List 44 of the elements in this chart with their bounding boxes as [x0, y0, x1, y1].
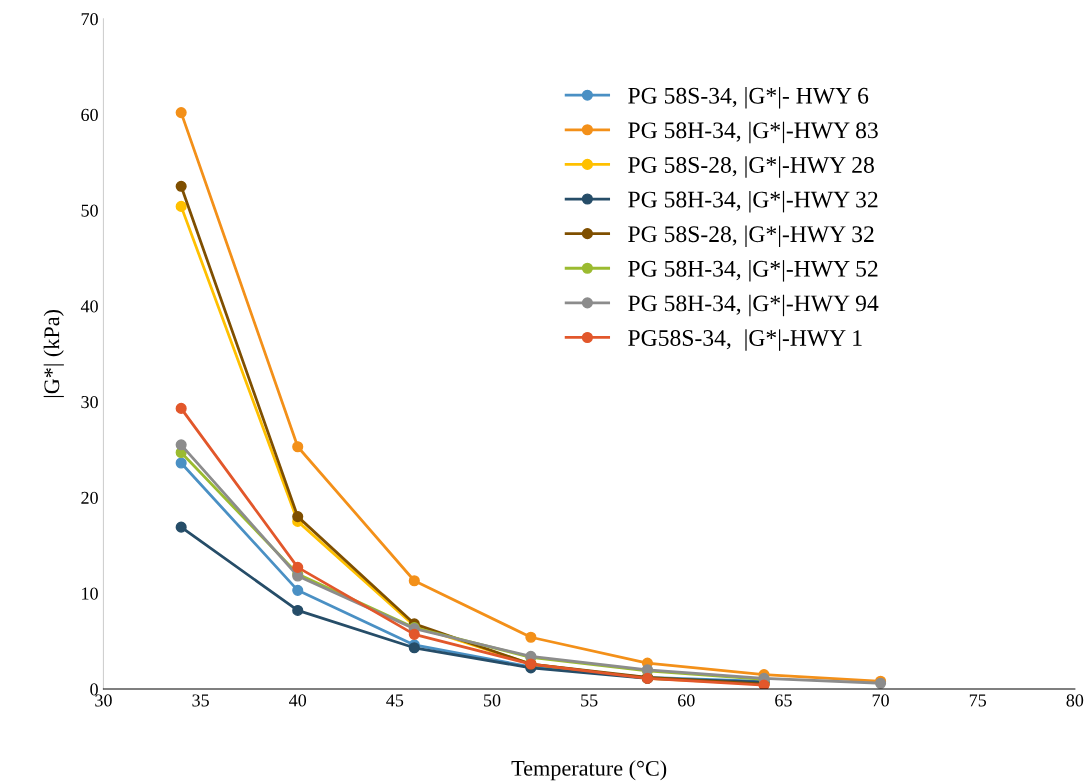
y-tick-label: 10 — [82, 587, 98, 600]
y-tick-label: 0 — [90, 683, 98, 696]
point — [292, 584, 304, 596]
y-axis-title: |G*| (kPa) — [43, 309, 64, 398]
legend-label: PG 58H-34, |G*|-HWY 52 — [628, 260, 878, 282]
point — [175, 439, 187, 451]
x-tick-label: 55 — [581, 694, 598, 707]
x-tick-label: 35 — [192, 694, 209, 707]
x-tick-label: 65 — [775, 694, 792, 707]
x-tick-label: 50 — [484, 694, 501, 707]
point — [292, 441, 304, 453]
y-tick-label: 50 — [81, 204, 98, 217]
y-tick-label: 60 — [81, 108, 98, 121]
point — [175, 180, 187, 192]
x-tick-label: 60 — [678, 694, 695, 707]
legend-label: PG 58S-34, |G*|- HWY 6 — [628, 87, 869, 109]
legend-label: PG 58H-34, |G*|-HWY 32 — [628, 190, 878, 213]
x-tick-label: 30 — [95, 694, 112, 707]
point — [175, 457, 187, 469]
y-tick-label: 40 — [80, 300, 98, 313]
point — [292, 511, 304, 523]
point — [175, 521, 187, 533]
y-tick-label: 70 — [81, 13, 98, 26]
x-tick-label: 45 — [386, 694, 404, 707]
point — [175, 402, 187, 414]
legend-label: PG 58S-28, |G*|-HWY 32 — [628, 225, 874, 247]
x-tick-label: 80 — [1066, 694, 1084, 707]
legend-label: PG 58H-34, |G*|-HWY 94 — [628, 294, 879, 317]
point — [408, 628, 420, 640]
point — [525, 631, 537, 643]
point — [292, 561, 304, 573]
y-tick-label: 20 — [81, 491, 98, 504]
x-axis-title: Temperature (°C) — [511, 760, 667, 781]
point — [408, 575, 420, 587]
point — [175, 200, 187, 212]
legend-label: PG58S-34, |G*|-HWY 1 — [628, 329, 862, 351]
x-tick-label: 70 — [872, 694, 889, 707]
legend-label: PG 58S-28, |G*|-HWY 28 — [628, 156, 874, 178]
x-tick-label: 40 — [289, 694, 307, 707]
point — [175, 107, 187, 119]
y-tick-label: 30 — [81, 395, 98, 409]
legend-label: PG 58H-34, |G*|-HWY 83 — [628, 121, 878, 144]
x-tick-label: 75 — [969, 694, 987, 707]
point — [292, 604, 304, 616]
